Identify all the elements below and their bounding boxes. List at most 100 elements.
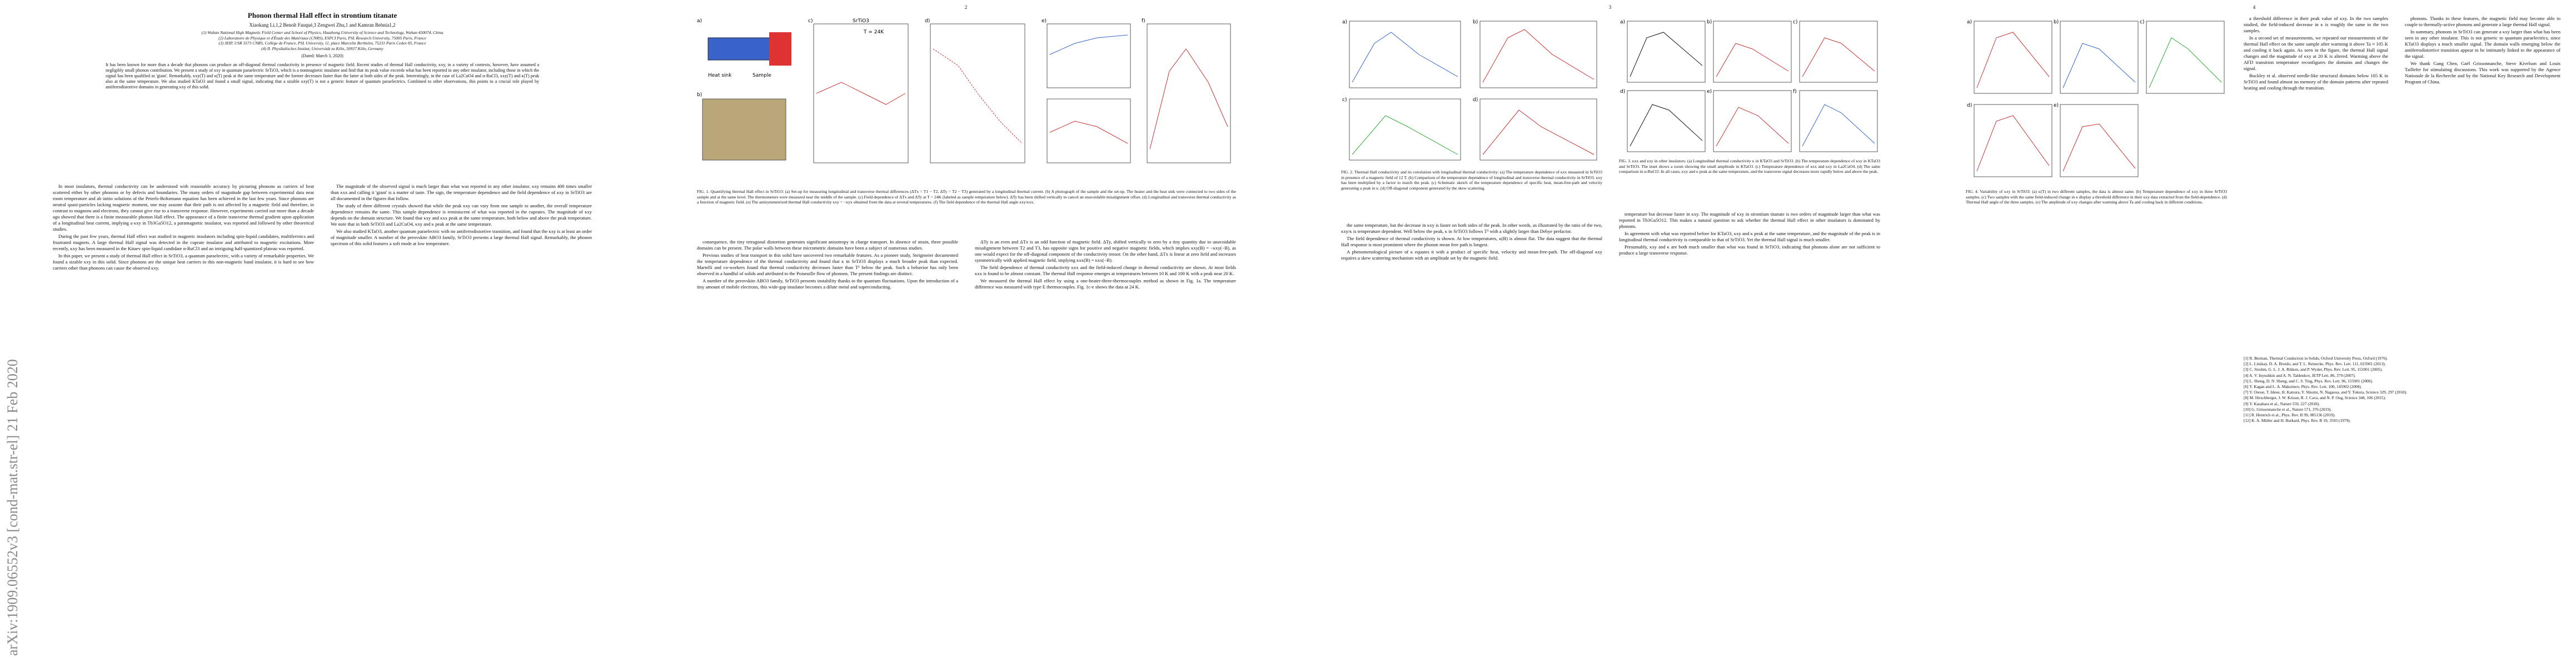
paragraph: We also studied KTaO3, another quantum p…	[331, 228, 592, 246]
panel-label: c)	[2140, 19, 2144, 25]
panel-frame	[1147, 23, 1231, 163]
page-number: 2	[964, 4, 968, 10]
paragraph: (1) Wuhan National High Magnetic Field C…	[201, 30, 444, 35]
panel-label: a)	[1620, 19, 1625, 25]
paragraph: (2) Laboratoire de Physique et d'Étude d…	[218, 35, 426, 41]
paragraph: In summary, phonons in SrTiO3 can genera…	[2405, 29, 2560, 59]
paragraph: Presumably, κxy and κ are both much smal…	[1619, 244, 1880, 256]
curve	[1802, 104, 1875, 147]
paragraph: In agreement with what was reported befo…	[1619, 231, 1880, 242]
figure-caption: FIG. 4. Variability of κxy in SrTiO3: (a…	[1966, 189, 2227, 205]
curve	[1352, 32, 1458, 83]
panel-label: d)	[1967, 103, 1972, 108]
paragraph: During the past few years, thermal Hall …	[53, 233, 314, 251]
page: arXiv:1909.06552v3 [cond-mat.str-el] 21 …	[0, 0, 644, 667]
paper-title: Phonon thermal Hall effect in strontium …	[247, 11, 397, 19]
panel-label: e)	[1042, 18, 1047, 24]
paragraph: The magnitude of the observed signal is …	[331, 183, 592, 201]
paragraph: The field dependence of thermal conducti…	[1341, 236, 1602, 247]
panel-frame	[1349, 21, 1461, 88]
paragraph: [5] L. Sheng, D. N. Sheng, and C. S. Tin…	[2244, 378, 2373, 384]
text-column: In most insulators, thermal conductivity…	[53, 183, 314, 272]
paragraph: [6] Y. Kagan and L. A. Maksimov, Phys. R…	[2244, 384, 2362, 390]
panel-frame	[2060, 104, 2139, 177]
panel-frame	[1713, 21, 1792, 83]
figure-caption: FIG. 1. Quantifying thermal Hall effect …	[697, 189, 1236, 205]
text-column: the same temperature, but the decrease i…	[1341, 222, 1602, 262]
panel-label: b)	[1473, 19, 1478, 25]
text-column: temperature but decrease faster in κxy. …	[1619, 211, 1880, 257]
curve	[1976, 115, 2050, 172]
panel-frame	[813, 23, 909, 163]
panel-label: c)	[808, 18, 813, 24]
panel-frame	[930, 23, 1025, 163]
curve	[933, 48, 1023, 144]
panel-frame	[1047, 23, 1131, 88]
page-number: 4	[2253, 4, 2256, 10]
curve	[1976, 32, 2050, 88]
paragraph: Buckley et al. observed needle-like stru…	[2244, 73, 2388, 91]
paragraph: [10] G. Grissonnanche et al., Nature 571…	[2244, 406, 2332, 412]
paragraph: A phenomenological picture of κ equates …	[1341, 249, 1602, 261]
arxiv-stamp: arXiv:1909.06552v3 [cond-mat.str-el] 21 …	[4, 359, 21, 656]
paragraph: a threshold difference in their peak val…	[2244, 16, 2388, 33]
curve	[1482, 109, 1595, 155]
page: 3 a) b) c) d) FIG. 2. Thermal Hall condu…	[1288, 0, 1932, 667]
text-column: ΔTy is an even and ΔTx is an odd functio…	[975, 239, 1236, 291]
curve	[1049, 121, 1128, 144]
curve	[1716, 43, 1789, 77]
curve	[2062, 43, 2136, 88]
panel-note: Sample	[753, 73, 771, 78]
panel-label: c)	[1342, 97, 1347, 103]
panel-label: a)	[1967, 19, 1972, 25]
panel-label: e)	[2054, 103, 2059, 108]
paragraph: [9] Y. Kasahara et al., Nature 559, 227 …	[2244, 401, 2320, 406]
text-column: phonons. Thanks to these features, the m…	[2405, 16, 2560, 86]
panel-label: c)	[1793, 19, 1797, 25]
panel-frame	[1479, 21, 1597, 88]
panel-frame	[2146, 21, 2225, 94]
paragraph: [8] M. Hirschberger, J. W. Krizan, R. J.…	[2244, 395, 2386, 401]
page: 2 a) b) c) d) e) f) SrTiO3 T = 24K Heat …	[644, 0, 1288, 667]
paragraph: We measured the thermal Hall effect by u…	[975, 278, 1236, 290]
curve	[1352, 115, 1458, 155]
panel-frame	[1627, 90, 1706, 152]
panel-frame	[1974, 21, 2052, 94]
panel-frame	[1349, 98, 1461, 161]
text-column: a threshold difference in their peak val…	[2244, 16, 2388, 92]
paragraph: [2] L. Lindsay, D. A. Broido, and T. L. …	[2244, 361, 2386, 367]
panel-label: a)	[697, 18, 702, 24]
panel-label: d)	[1620, 89, 1625, 94]
paragraph: In a second set of measurements, we repe…	[2244, 35, 2388, 71]
heater	[769, 32, 791, 66]
panel-frame	[2060, 21, 2139, 94]
curve	[1716, 107, 1789, 147]
panel-label: b)	[1707, 19, 1712, 25]
figure-3: a) b) c) d) e) f)	[1620, 19, 1878, 152]
paragraph: In most insulators, thermal conductivity…	[53, 183, 314, 232]
page: 4 a) b) c) d) e) FIG. 4. Variability of …	[1932, 0, 2576, 667]
paragraph: Previous studies of heat transport in th…	[697, 252, 958, 276]
paragraph: We thank Gang Chen, Gaël Grissonnanche, …	[2405, 61, 2560, 84]
panel-setup	[702, 32, 791, 161]
text-column: consequence, the tiny tetragonal distort…	[697, 239, 958, 291]
paragraph: In this paper, we present a study of the…	[53, 253, 314, 271]
curve	[1802, 37, 1875, 77]
paragraph: [3] C. Strohm, G. L. J. A. Rikken, and P…	[2244, 367, 2383, 372]
date: (Dated: March 3, 2020)	[301, 53, 343, 58]
curve	[1482, 29, 1595, 83]
curve	[1049, 34, 1128, 55]
panel-label: d)	[925, 18, 930, 24]
paragraph: (4) II. Physikalisches Institut, Univers…	[261, 46, 383, 51]
panel-label: a)	[1342, 19, 1347, 25]
paragraph: [12] K. A. Müller and H. Burkard, Phys. …	[2244, 418, 2351, 424]
curve	[1630, 32, 1703, 77]
panel-frame	[1627, 21, 1706, 83]
references: [1] R. Berman, Thermal Conduction in Sol…	[2244, 356, 2560, 424]
paragraph: consequence, the tiny tetragonal distort…	[697, 239, 958, 251]
figure-4: a) b) c) d) e)	[1967, 19, 2225, 177]
photo	[702, 98, 786, 161]
panel-frame	[1047, 98, 1131, 163]
paragraph: The study of three different crystals sh…	[331, 203, 592, 227]
panel-label: b)	[2054, 19, 2059, 25]
